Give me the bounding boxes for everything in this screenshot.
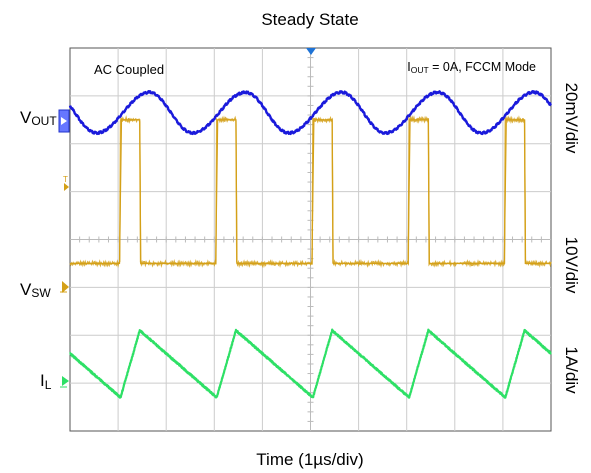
il-scale-label: 1A/div [562,346,581,394]
il-trace [69,328,552,399]
vsw-channel-marker [60,281,69,293]
vsw-trace-noise [69,115,552,269]
trigger-level-marker: T [63,175,69,191]
chart-title: Steady State [261,10,358,29]
vsw-scale-label: 10V/div [562,237,581,294]
vsw-label-sub: SW [31,286,51,300]
il-label-main: I [40,371,45,390]
vout-channel-marker [58,109,70,133]
annotation-mode-text: = 0A, FCCM Mode [429,60,536,74]
vsw-label: VSW [20,280,51,300]
annotation-iout-main: I [407,60,410,74]
il-channel-marker [60,376,69,388]
vout-trace [68,90,552,136]
annotation-load-mode: IOUT = 0A, FCCM Mode [407,60,536,75]
x-axis-label: Time (1µs/div) [256,450,363,469]
vout-label-sub: OUT [31,114,57,128]
trigger-marker [306,48,316,55]
annotation-iout-sub: OUT [411,65,429,75]
il-label: IL [40,371,52,392]
grid [70,48,551,431]
vout-label: VOUT [20,108,57,128]
il-label-sub: L [45,378,52,392]
vout-scale-label: 20mV/div [562,83,581,154]
vout-label-main: V [20,108,32,127]
annotation-ac-coupled: AC Coupled [94,62,164,77]
vsw-label-main: V [20,280,32,299]
svg-text:T: T [63,175,68,184]
traces [68,90,552,399]
